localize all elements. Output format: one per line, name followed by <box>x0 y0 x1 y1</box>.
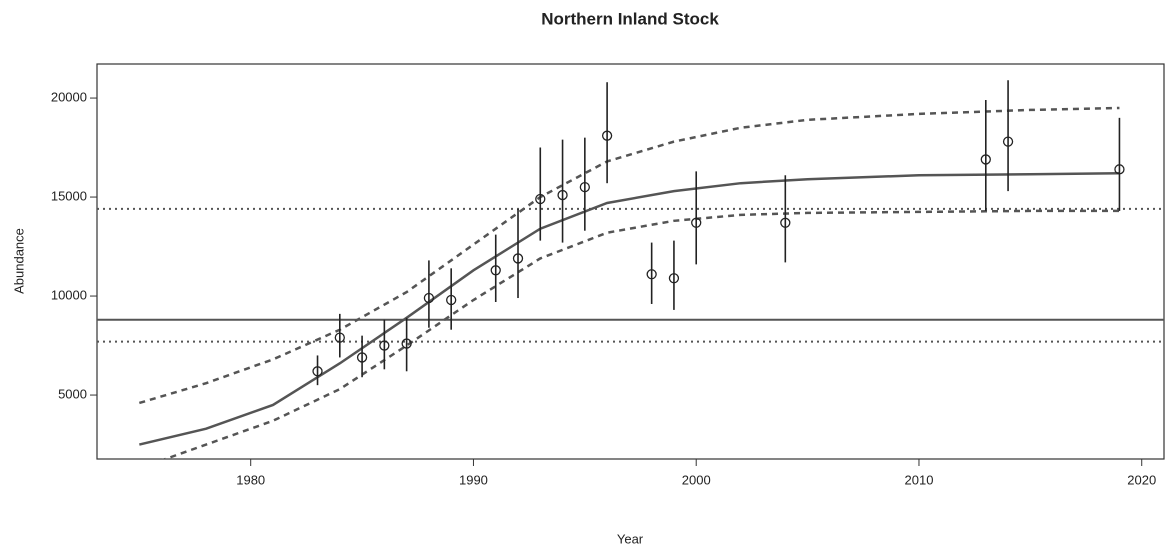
y-tick-label: 10000 <box>51 287 87 302</box>
data-point <box>1114 164 1125 175</box>
chart-title: Northern Inland Stock <box>541 9 719 28</box>
data-point <box>535 193 546 205</box>
data-point <box>646 269 657 280</box>
data-point <box>691 217 702 228</box>
data-point <box>668 273 680 284</box>
plot-frame <box>96 63 1165 460</box>
data-point <box>401 338 412 349</box>
x-tick-label: 1990 <box>459 472 488 487</box>
x-tick-label: 2000 <box>682 472 711 487</box>
data-point <box>446 294 457 306</box>
fitted-curve <box>139 172 1120 446</box>
x-tick-label: 1980 <box>236 472 265 487</box>
data-point <box>312 366 323 377</box>
y-tick-label: 5000 <box>58 386 87 401</box>
x-axis-label: Year <box>617 531 644 546</box>
data-point <box>512 253 524 264</box>
data-point <box>980 154 991 165</box>
x-tick-label: 2010 <box>905 472 934 487</box>
fitted-curve <box>138 106 1120 405</box>
x-tick-label: 2020 <box>1127 472 1156 487</box>
y-tick-label: 15000 <box>51 188 87 203</box>
data-point <box>1002 136 1014 147</box>
data-point <box>579 182 590 193</box>
data-point <box>490 265 501 276</box>
data-point <box>356 352 368 363</box>
plot-area <box>97 80 1164 459</box>
data-point <box>379 340 390 351</box>
fitted-curve <box>161 209 1120 459</box>
data-point <box>601 130 613 141</box>
y-axis-label: Abundance <box>11 228 26 294</box>
data-point <box>780 217 791 228</box>
data-point <box>423 292 435 304</box>
data-point <box>557 189 568 201</box>
data-point <box>334 332 345 343</box>
y-tick-label: 20000 <box>51 89 87 104</box>
